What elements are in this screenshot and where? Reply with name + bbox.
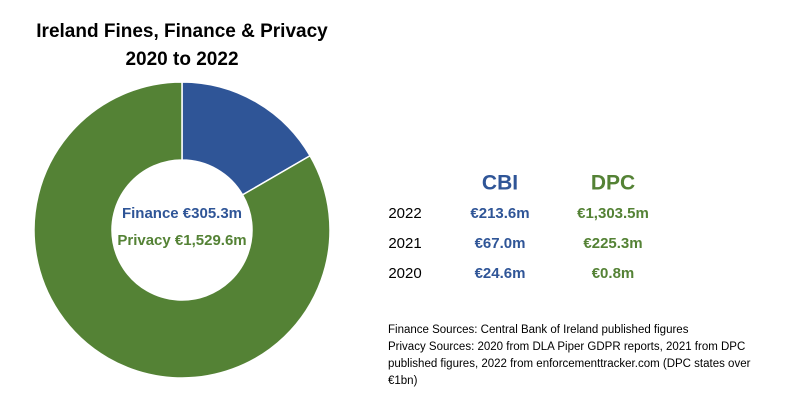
table-header: CBI [482, 172, 518, 195]
table-cell: €1,303.5m [577, 205, 649, 222]
chart-title: Ireland Fines, Finance & Privacy [36, 21, 328, 42]
table-cell: €67.0m [475, 235, 526, 252]
table-cell: €225.3m [583, 235, 642, 252]
center-label: Finance €305.3m [122, 205, 242, 222]
notes: Finance Sources: Central Bank of Ireland… [388, 322, 783, 390]
donut-slice [33, 81, 331, 379]
table-cell: €24.6m [475, 265, 526, 282]
note: Privacy Sources: 2020 from DLA Piper GDP… [388, 341, 751, 387]
table-cell: €0.8m [592, 265, 635, 282]
row-year: 2021 [388, 235, 421, 252]
donut-slice [181, 81, 312, 196]
table-header: DPC [591, 172, 635, 195]
row-year: 2020 [388, 265, 421, 282]
table-cell: €213.6m [470, 205, 529, 222]
chart-subtitle: 2020 to 2022 [125, 49, 238, 70]
row-year: 2022 [388, 205, 421, 222]
center-label: Privacy €1,529.6m [117, 232, 246, 249]
note: Finance Sources: Central Bank of Ireland… [388, 324, 689, 336]
